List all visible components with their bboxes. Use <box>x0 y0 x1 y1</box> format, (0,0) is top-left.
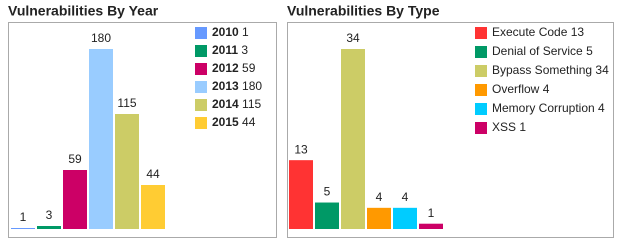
bar <box>315 202 339 229</box>
legend-entry: 2015 44 <box>212 115 256 129</box>
bar <box>115 114 139 229</box>
legend-entry: Memory Corruption 4 <box>492 101 605 115</box>
legend-label: 2014 <box>212 97 239 111</box>
legend-entry: 2012 59 <box>212 61 256 75</box>
legend-value: 59 <box>242 61 256 75</box>
legend-value: 1 <box>519 120 526 134</box>
value-label: 5 <box>324 185 331 199</box>
legend-swatch <box>475 27 487 39</box>
legend-swatch <box>195 117 207 129</box>
legend-entry: XSS 1 <box>492 120 526 134</box>
legend-entry: Denial of Service 5 <box>492 44 593 58</box>
value-label: 4 <box>402 190 409 204</box>
legend-value: 5 <box>586 44 593 58</box>
legend-swatch <box>195 63 207 75</box>
legend-entry: Overflow 4 <box>492 82 550 96</box>
legend-label: XSS <box>492 120 516 134</box>
legend-label: Overflow <box>492 82 540 96</box>
legend-swatch <box>475 84 487 96</box>
value-label: 4 <box>376 190 383 204</box>
chart-title: Vulnerabilities By Year <box>8 3 159 19</box>
legend-value: 13 <box>571 25 585 39</box>
legend-entry: Bypass Something 34 <box>492 63 609 77</box>
legend-swatch <box>195 27 207 39</box>
legend-value: 4 <box>543 82 550 96</box>
legend-label: 2013 <box>212 79 239 93</box>
legend-swatch <box>195 45 207 57</box>
legend-entry: 2010 1 <box>212 25 249 39</box>
legend-value: 4 <box>598 101 605 115</box>
legend-label: 2015 <box>212 115 239 129</box>
legend-swatch <box>195 81 207 93</box>
legend-value: 3 <box>241 43 248 57</box>
legend-label: Memory Corruption <box>492 101 595 115</box>
legend-value: 44 <box>242 115 256 129</box>
legend-swatch <box>475 46 487 58</box>
value-label: 34 <box>346 31 360 45</box>
legend-label: 2010 <box>212 25 239 39</box>
legend-label: Denial of Service <box>492 44 583 58</box>
legend-entry: 2013 180 <box>212 79 262 93</box>
bar <box>37 226 61 229</box>
legend-value: 180 <box>242 79 262 93</box>
value-label: 13 <box>294 142 308 156</box>
legend-entry: 2014 115 <box>212 97 262 111</box>
value-label: 1 <box>428 206 435 220</box>
legend-entry: Execute Code 13 <box>492 25 584 39</box>
bar <box>341 49 365 229</box>
value-label: 3 <box>46 208 53 222</box>
legend-label: 2012 <box>212 61 239 75</box>
legend-value: 34 <box>595 63 609 77</box>
bar <box>141 185 165 229</box>
legend-value: 115 <box>242 97 261 111</box>
legend-entry: 2011 3 <box>212 43 248 57</box>
bar <box>367 207 391 229</box>
value-label: 59 <box>68 152 82 166</box>
bar <box>11 228 35 229</box>
bar <box>419 223 443 229</box>
legend-swatch <box>195 99 207 111</box>
legend-value: 1 <box>242 25 249 39</box>
value-label: 115 <box>117 96 136 110</box>
bar <box>89 49 113 229</box>
value-label: 44 <box>146 167 160 181</box>
legend-label: Execute Code <box>492 25 568 39</box>
legend-label: Bypass Something <box>492 63 592 77</box>
legend-swatch <box>475 103 487 115</box>
legend-swatch <box>475 65 487 77</box>
value-label: 180 <box>91 31 111 45</box>
bar <box>393 207 417 229</box>
legend-label: 2011 <box>212 43 238 57</box>
chart-title: Vulnerabilities By Type <box>287 3 440 19</box>
legend-swatch <box>475 122 487 134</box>
bar <box>289 160 313 229</box>
bar <box>63 170 87 229</box>
value-label: 1 <box>20 210 27 224</box>
